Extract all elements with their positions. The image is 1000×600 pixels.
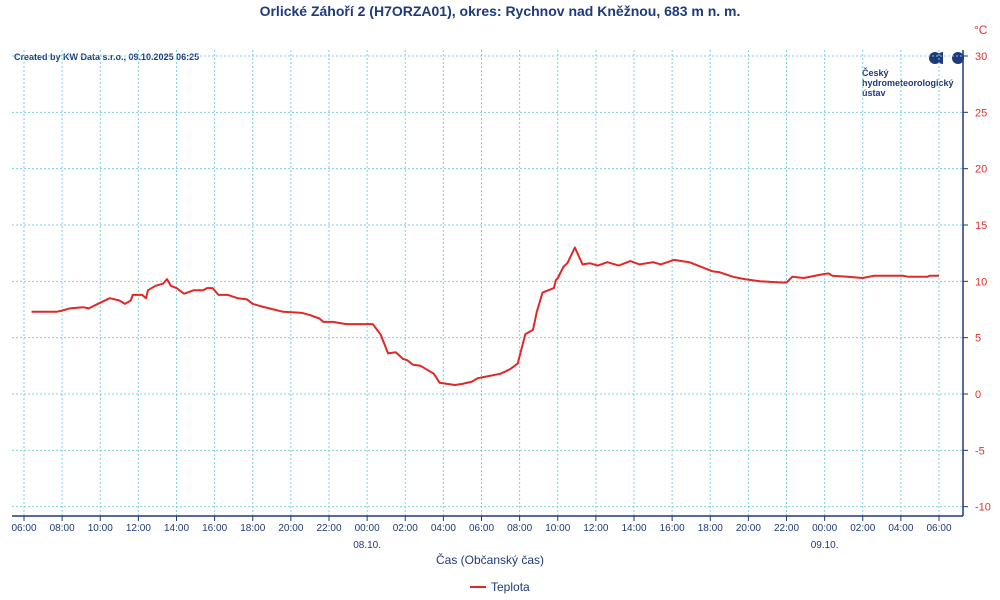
x-date-label: 09.10. <box>811 540 839 551</box>
logo-mark-icon <box>929 52 964 64</box>
y-tick-label: 10 <box>975 276 987 288</box>
y-tick-label: 25 <box>975 107 987 119</box>
x-tick-label: 16:00 <box>660 523 685 534</box>
x-tick-label: 00:00 <box>355 523 380 534</box>
y-tick-label: 5 <box>975 333 981 345</box>
x-tick-label: 22:00 <box>316 523 341 534</box>
credit-text: Created by KW Data s.r.o., 09.10.2025 06… <box>14 52 200 62</box>
x-tick-label: 02:00 <box>850 523 875 534</box>
x-tick-label: 08:00 <box>507 523 532 534</box>
x-axis-label: Čas (Občanský čas) <box>435 553 545 567</box>
x-tick-label: 18:00 <box>240 523 265 534</box>
series-line-teplota <box>31 246 939 386</box>
legend-swatch <box>470 586 486 588</box>
x-tick-label: 06:00 <box>926 523 951 534</box>
x-tick-label: 12:00 <box>583 523 608 534</box>
x-tick-label: 22:00 <box>774 523 799 534</box>
x-tick-label: 14:00 <box>621 523 646 534</box>
legend-label-teplota: Teplota <box>491 580 530 594</box>
x-tick-label: 04:00 <box>888 523 913 534</box>
x-tick-label: 14:00 <box>164 523 189 534</box>
y-axis-unit: °C <box>974 23 988 37</box>
logo-line-1: Český <box>862 68 889 78</box>
x-tick-label: 06:00 <box>469 523 494 534</box>
x-tick-label: 20:00 <box>736 523 761 534</box>
logo-line-2: hydrometeorologický <box>862 78 954 88</box>
y-tick-label: 15 <box>975 220 987 232</box>
chmi-logo: Český hydrometeorologický ústav <box>862 52 967 98</box>
y-tick-label: 0 <box>975 389 981 401</box>
x-tick-label: 12:00 <box>126 523 151 534</box>
x-tick-label: 20:00 <box>278 523 303 534</box>
x-tick-label: 18:00 <box>698 523 723 534</box>
chart-title: Orlické Záhoří 2 (H7ORZA01), okres: Rych… <box>259 3 741 19</box>
y-tick-label: 20 <box>975 164 987 176</box>
y-tick-label: 30 <box>975 51 987 63</box>
x-tick-label: 04:00 <box>431 523 456 534</box>
x-tick-label: 10:00 <box>88 523 113 534</box>
legend: Teplota <box>470 580 530 594</box>
logo-line-3: ústav <box>862 88 886 98</box>
x-tick-label: 08:00 <box>50 523 75 534</box>
x-date-label: 08.10. <box>353 540 381 551</box>
x-tick-label: 00:00 <box>812 523 837 534</box>
x-tick-label: 06:00 <box>11 523 36 534</box>
y-tick-label: -10 <box>975 502 991 514</box>
y-tick-label: -5 <box>975 445 985 457</box>
x-tick-label: 10:00 <box>545 523 570 534</box>
x-tick-label: 16:00 <box>202 523 227 534</box>
x-tick-label: 02:00 <box>393 523 418 534</box>
